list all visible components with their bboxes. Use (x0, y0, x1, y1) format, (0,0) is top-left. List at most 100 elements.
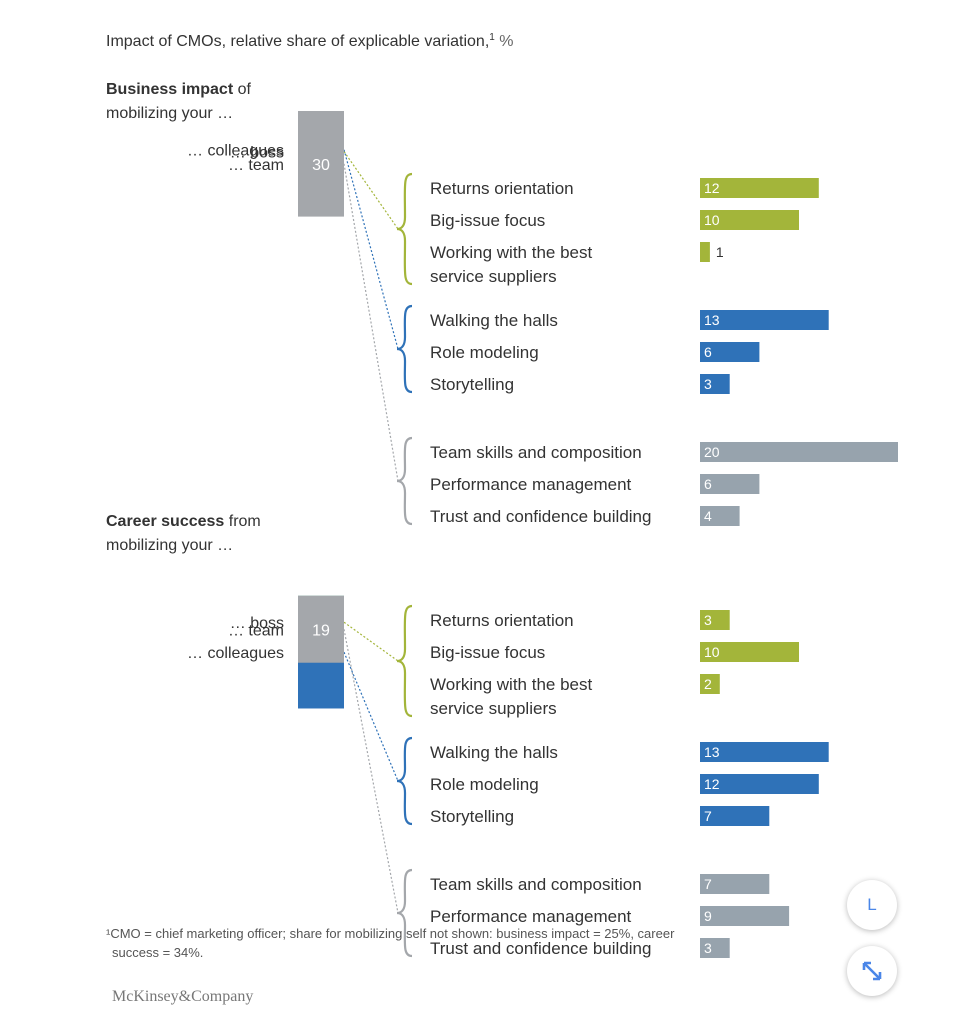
bar-value: 7 (704, 808, 712, 824)
connector-colleagues (343, 149, 399, 350)
item-label-line: service suppliers (430, 699, 557, 718)
item-label-line: Working with the best (430, 675, 592, 694)
stack-label-colleagues: … colleagues (187, 143, 284, 160)
item-label-line: Big-issue focus (430, 643, 545, 662)
item-label: Walking the halls (430, 311, 558, 330)
brace-boss (396, 172, 413, 286)
bar-value: 1 (716, 244, 724, 260)
connector-team (343, 163, 399, 482)
item-label-line: Storytelling (430, 375, 514, 394)
bar-value: 4 (704, 508, 712, 524)
bar-value: 12 (704, 776, 720, 792)
panel-heading: Business impact of (106, 81, 252, 98)
bar-value: 13 (704, 744, 720, 760)
item-label-line: Team skills and composition (430, 443, 642, 462)
stack-label-boss: … boss (230, 144, 284, 161)
item-label: Performance management (430, 907, 632, 926)
bar-team (700, 474, 760, 494)
source-logo: McKinsey&Company (112, 988, 253, 1005)
bar-colleagues (700, 806, 770, 826)
left-button[interactable]: L (847, 880, 897, 930)
item-label-line: Role modeling (430, 343, 539, 362)
bar-team (700, 874, 770, 894)
item-label: Working with the best service suppliers (430, 675, 592, 718)
chart-title-main: Impact of CMOs, relative share of explic… (106, 33, 489, 50)
bar-value: 12 (704, 180, 720, 196)
footnote-line-1: ¹CMO = chief marketing officer; share fo… (106, 926, 675, 941)
bar-team (700, 906, 790, 926)
bar-boss (700, 178, 819, 198)
chart-title: Impact of CMOs, relative share of explic… (106, 32, 514, 50)
bar-team (700, 506, 740, 526)
stack-value-team: 19 (312, 622, 330, 639)
chart-title-footnote-marker: 1 (489, 32, 495, 43)
item-label: Role modeling (430, 775, 539, 794)
stack-segment-team (298, 595, 344, 663)
item-label-line: Performance management (430, 475, 632, 494)
bar-colleagues (700, 342, 760, 362)
bar-colleagues (700, 310, 829, 330)
bar-colleagues (700, 774, 819, 794)
panel-heading-line-2: mobilizing your … (106, 105, 233, 122)
left-button-label: L (867, 895, 877, 914)
bar-team (700, 442, 898, 462)
bar-colleagues (700, 742, 829, 762)
item-label: Returns orientation (430, 179, 574, 198)
item-label: Trust and confidence building (430, 939, 651, 958)
bar-boss (700, 242, 710, 262)
stack-segment-team (298, 111, 344, 217)
item-label-line: Returns orientation (430, 611, 574, 630)
expand-icon (862, 961, 882, 981)
bar-value: 6 (704, 344, 712, 360)
connector-team (343, 629, 399, 914)
bar-value: 3 (704, 376, 712, 392)
item-label-line: Team skills and composition (430, 875, 642, 894)
panel-heading-line-2: mobilizing your … (106, 537, 233, 554)
stack-label-team: … team (228, 622, 284, 639)
item-label: Big-issue focus (430, 211, 545, 230)
item-label: Big-issue focus (430, 643, 545, 662)
item-label: Storytelling (430, 807, 514, 826)
bar-boss (700, 642, 799, 662)
item-label-line: Returns orientation (430, 179, 574, 198)
bar-value: 10 (704, 212, 720, 228)
bar-value: 3 (704, 940, 712, 956)
item-label: Team skills and composition (430, 875, 642, 894)
brace-team (396, 868, 413, 958)
panel-heading-rest: from (224, 513, 260, 530)
item-label-line: Performance management (430, 907, 632, 926)
item-label: Returns orientation (430, 611, 574, 630)
item-label-line: Storytelling (430, 807, 514, 826)
brace-boss (396, 604, 413, 718)
expand-button[interactable] (847, 946, 897, 996)
item-label-line: Walking the halls (430, 311, 558, 330)
bar-value: 13 (704, 312, 720, 328)
item-label: Walking the halls (430, 743, 558, 762)
brace-colleagues (396, 736, 413, 826)
item-label-line: Working with the best (430, 243, 592, 262)
item-label: Performance management (430, 475, 632, 494)
item-label: Storytelling (430, 375, 514, 394)
item-label-line: service suppliers (430, 267, 557, 286)
stack-value-team: 30 (312, 157, 330, 174)
bar-value: 9 (704, 908, 712, 924)
bar-value: 7 (704, 876, 712, 892)
brace-colleagues (396, 304, 413, 394)
panel-heading-bold: Career success (106, 513, 224, 530)
connector-boss (343, 151, 399, 230)
bar-boss (700, 210, 799, 230)
item-label: Team skills and composition (430, 443, 642, 462)
bar-colleagues (700, 374, 730, 394)
item-label-line: Big-issue focus (430, 211, 545, 230)
item-label: Role modeling (430, 343, 539, 362)
bar-value: 6 (704, 476, 712, 492)
footnote-line-2: success = 34%. (112, 945, 203, 960)
bar-team (700, 938, 730, 958)
item-label: Working with the best service suppliers (430, 243, 592, 286)
panel-heading-bold: Business impact (106, 81, 234, 98)
bar-boss (700, 674, 720, 694)
bar-boss (700, 610, 730, 630)
